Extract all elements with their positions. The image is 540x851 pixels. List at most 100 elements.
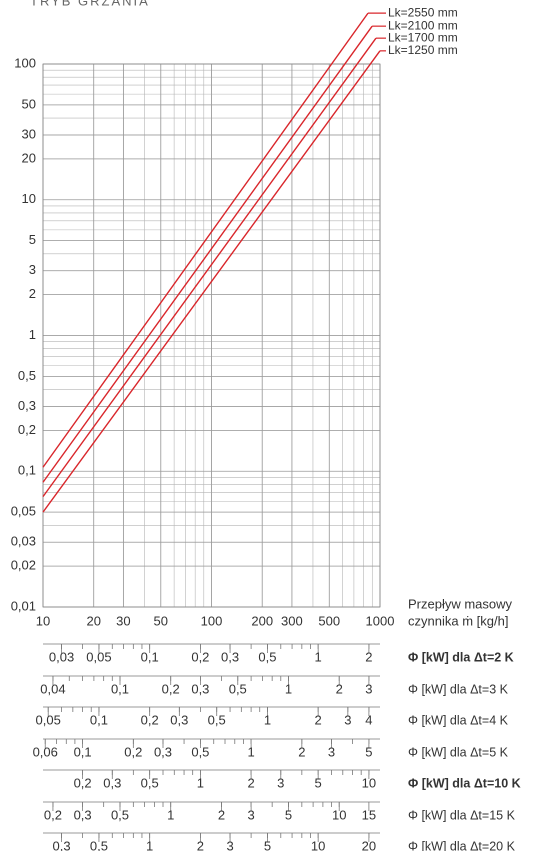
x-tick-label: 100 xyxy=(201,613,223,628)
scale-tick-label: 10 xyxy=(332,807,346,822)
series-line xyxy=(42,25,373,483)
y-tick-label: 0,03 xyxy=(11,534,36,549)
scale-label: Φ [kW] dla Δt=5 K xyxy=(408,745,509,759)
scale-tick-label: 1 xyxy=(197,775,204,790)
scale-tick-label: 5 xyxy=(264,838,271,851)
scale-tick-label: 0,3 xyxy=(74,807,92,822)
y-tick-label: 20 xyxy=(22,150,36,165)
scale-tick-label: 10 xyxy=(311,838,325,851)
x-tick-label: 500 xyxy=(318,613,340,628)
series-line xyxy=(42,37,377,498)
scale-tick-label: 0,5 xyxy=(208,712,226,727)
y-tick-label: 30 xyxy=(22,126,36,141)
scale-tick-label: 0,2 xyxy=(44,807,62,822)
scale-tick-label: 0,2 xyxy=(191,649,209,664)
scale-tick-label: 0,3 xyxy=(53,838,71,851)
x-tick-label: 30 xyxy=(116,613,130,628)
y-tick-label: 2 xyxy=(29,286,36,301)
scale-tick-label: 1 xyxy=(264,712,271,727)
scale-tick-label: 3 xyxy=(365,681,372,696)
scale-tick-label: 2 xyxy=(365,649,372,664)
scale-tick-label: 2 xyxy=(197,838,204,851)
x-tick-label: 1000 xyxy=(366,613,395,628)
y-tick-label: 0,01 xyxy=(11,598,36,613)
scale-tick-label: 0,1 xyxy=(74,744,92,759)
scale-tick-label: 0,2 xyxy=(141,712,159,727)
y-tick-label: 3 xyxy=(29,262,36,277)
scale-tick-label: 5 xyxy=(365,744,372,759)
scale-tick-label: 0,2 xyxy=(162,681,180,696)
scale-tick-label: 1 xyxy=(167,807,174,822)
y-tick-label: 50 xyxy=(22,96,36,111)
scale-tick-label: 5 xyxy=(285,807,292,822)
scale-label: Φ [kW] dla Δt=10 K xyxy=(408,776,521,790)
scale-tick-label: 3 xyxy=(247,807,254,822)
scale-label: Φ [kW] dla Δt=2 K xyxy=(408,650,514,664)
scale-tick-label: 0,06 xyxy=(33,744,58,759)
scale-tick-label: 0,2 xyxy=(74,775,92,790)
scale-tick-label: 2 xyxy=(218,807,225,822)
scale-tick-label: 2 xyxy=(247,775,254,790)
scale-tick-label: 1 xyxy=(146,838,153,851)
scale-tick-label: 3 xyxy=(328,744,335,759)
scale-tick-label: 2 xyxy=(298,744,305,759)
scale-tick-label: 1 xyxy=(315,649,322,664)
series-line xyxy=(42,12,369,468)
y-tick-label: 1 xyxy=(29,327,36,342)
x-axis-label: czynnika ṁ [kg/h] xyxy=(408,613,508,628)
scale-tick-label: 1 xyxy=(247,744,254,759)
legend-label: Lk=1250 mm xyxy=(388,43,458,57)
x-tick-label: 300 xyxy=(281,613,303,628)
scale-tick-label: 0,5 xyxy=(258,649,276,664)
y-tick-label: 0,02 xyxy=(11,558,36,573)
scale-tick-label: 0,3 xyxy=(154,744,172,759)
scale-tick-label: 0,3 xyxy=(170,712,188,727)
x-tick-label: 200 xyxy=(251,613,273,628)
scale-tick-label: 3 xyxy=(226,838,233,851)
scale-tick-label: 0,3 xyxy=(103,775,121,790)
scale-tick-label: 0,05 xyxy=(86,649,111,664)
scale-tick-label: 0,5 xyxy=(111,807,129,822)
scale-tick-label: 0,05 xyxy=(36,712,61,727)
x-tick-label: 50 xyxy=(154,613,168,628)
x-axis-label: Przepływ masowy xyxy=(408,596,513,611)
scale-tick-label: 0,3 xyxy=(191,681,209,696)
scale-label: Φ [kW] dla Δt=15 K xyxy=(408,808,516,822)
scale-tick-label: 1 xyxy=(285,681,292,696)
y-tick-label: 5 xyxy=(29,232,36,247)
scale-label: Φ [kW] dla Δt=20 K xyxy=(408,839,516,851)
legend-label: Lk=2550 mm xyxy=(388,5,458,19)
scale-label: Φ [kW] dla Δt=4 K xyxy=(408,713,509,727)
scale-tick-label: 0,3 xyxy=(221,649,239,664)
y-tick-label: 0,3 xyxy=(18,398,36,413)
y-tick-label: 0,5 xyxy=(18,368,36,383)
scale-tick-label: 3 xyxy=(277,775,284,790)
y-tick-label: 0,1 xyxy=(18,463,36,478)
plot-frame xyxy=(42,63,381,608)
scale-tick-label: 0,5 xyxy=(229,681,247,696)
scale-tick-label: 0,5 xyxy=(141,775,159,790)
x-tick-label: 10 xyxy=(36,613,50,628)
y-tick-label: 100 xyxy=(14,55,36,70)
scale-tick-label: 4 xyxy=(365,712,372,727)
scale-tick-label: 0,5 xyxy=(90,838,108,851)
scale-tick-label: 0,1 xyxy=(90,712,108,727)
scale-tick-label: 0,04 xyxy=(40,681,65,696)
scale-tick-label: 0,1 xyxy=(141,649,159,664)
scale-label: Φ [kW] dla Δt=3 K xyxy=(408,682,509,696)
chart-title: TRYB GRZANIA xyxy=(30,0,150,8)
scale-tick-label: 15 xyxy=(362,807,376,822)
scale-tick-label: 0,1 xyxy=(111,681,129,696)
x-tick-label: 20 xyxy=(86,613,100,628)
scale-tick-label: 10 xyxy=(362,775,376,790)
y-tick-label: 0,2 xyxy=(18,422,36,437)
scale-tick-label: 0,2 xyxy=(124,744,142,759)
series-line xyxy=(42,50,381,513)
scale-tick-label: 2 xyxy=(336,681,343,696)
legend-label: Lk=2100 mm xyxy=(388,18,458,32)
legend-label: Lk=1700 mm xyxy=(388,30,458,44)
scale-tick-label: 20 xyxy=(362,838,376,851)
y-tick-label: 0,05 xyxy=(11,504,36,519)
scale-tick-label: 0,5 xyxy=(191,744,209,759)
